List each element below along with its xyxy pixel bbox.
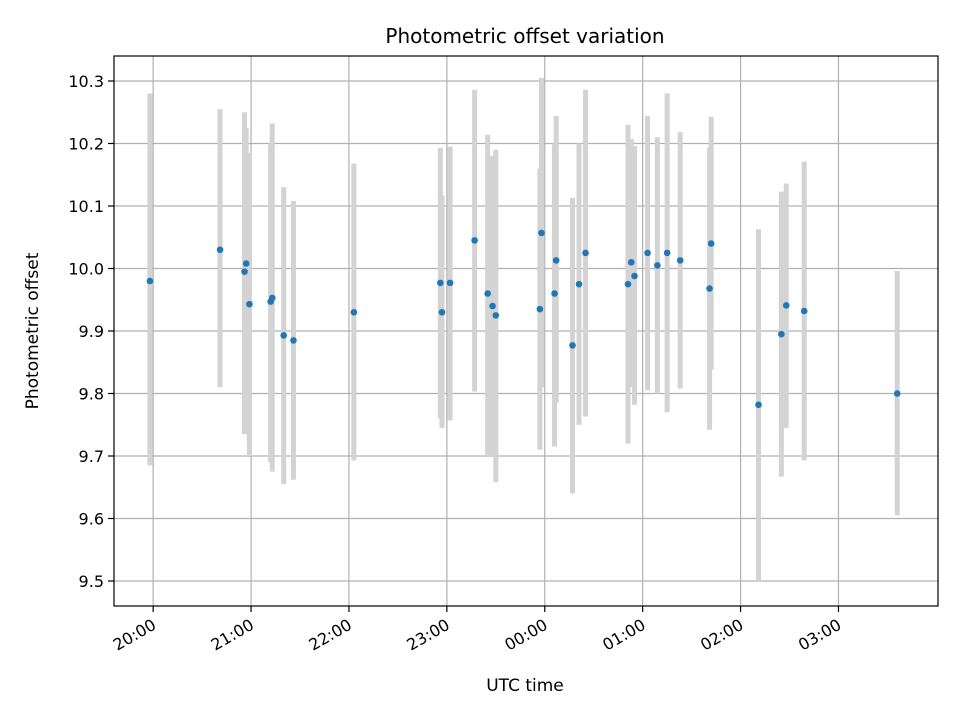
data-point-12 (446, 279, 454, 287)
data-point-34 (778, 330, 785, 338)
data-point-36 (800, 307, 808, 315)
data-point-20 (552, 257, 560, 264)
y-axis-ticks: 9.5 9.6 9.7 9.8 9.9 10.0 10.1 10.2 10.3 (68, 72, 114, 591)
data-point-31 (706, 285, 713, 292)
y-tick-label-3: 9.8 (79, 385, 104, 404)
data-point-25 (627, 258, 635, 266)
data-point-11 (438, 308, 446, 316)
data-point-28 (654, 262, 661, 269)
y-tick-label-7: 10.2 (68, 135, 104, 154)
data-point-15 (489, 302, 496, 310)
data-point-21 (569, 342, 576, 349)
data-point-6 (268, 294, 276, 302)
y-tick-label-8: 10.3 (68, 72, 104, 91)
data-point-7 (280, 332, 287, 339)
y-tick-label-5: 10.0 (68, 260, 104, 279)
data-points (146, 229, 901, 409)
y-tick-label-2: 9.7 (79, 447, 104, 466)
data-point-8 (290, 337, 297, 344)
data-point-2 (241, 268, 248, 275)
data-point-3 (242, 260, 250, 267)
data-point-0 (146, 277, 154, 285)
data-point-1 (216, 246, 224, 254)
data-point-32 (707, 240, 715, 247)
data-point-14 (484, 290, 491, 297)
data-point-29 (663, 249, 671, 257)
data-point-35 (782, 302, 790, 309)
data-point-24 (624, 280, 632, 288)
y-tick-label-0: 9.5 (79, 572, 104, 591)
chart-title: Photometric offset variation (385, 24, 664, 48)
data-point-13 (471, 237, 478, 244)
data-point-18 (536, 305, 544, 313)
data-point-16 (492, 312, 500, 319)
data-point-26 (631, 272, 638, 280)
data-point-30 (676, 257, 684, 264)
y-tick-label-6: 10.1 (68, 197, 104, 216)
data-point-23 (582, 249, 589, 257)
y-tick-label-1: 9.6 (79, 510, 104, 529)
data-point-19 (551, 290, 558, 297)
x-axis-label: UTC time (486, 676, 564, 696)
y-tick-label-4: 9.9 (79, 322, 104, 341)
data-point-10 (437, 279, 444, 287)
data-point-4 (246, 300, 253, 308)
data-point-17 (538, 229, 545, 237)
y-axis-label: Photometric offset (23, 252, 43, 409)
data-point-27 (644, 249, 651, 257)
data-point-37 (893, 390, 901, 397)
data-point-33 (755, 401, 762, 409)
data-point-9 (350, 308, 358, 316)
data-point-22 (575, 280, 583, 288)
